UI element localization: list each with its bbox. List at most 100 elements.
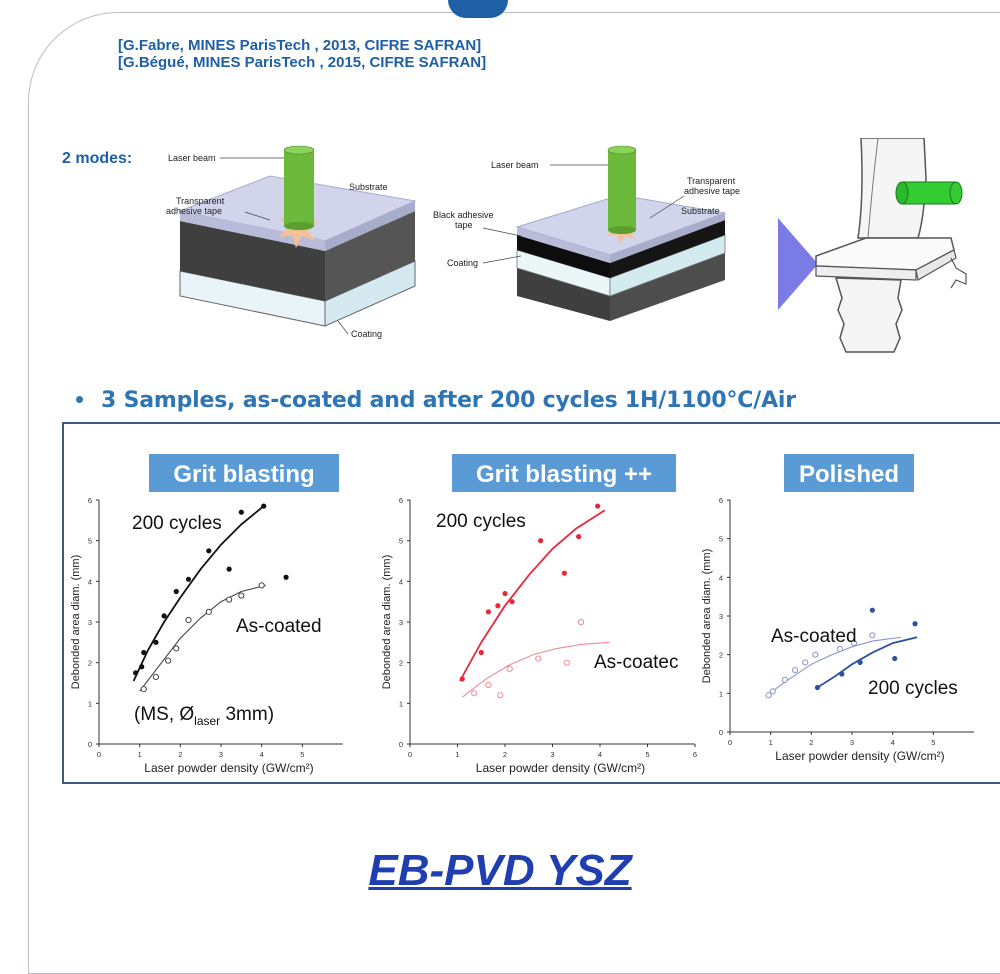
tape-front: [517, 227, 610, 263]
series-label: 200 cycles: [868, 678, 958, 699]
data-point: [283, 574, 289, 580]
data-point: [812, 651, 819, 658]
data-point: [226, 596, 233, 603]
series-fit-line: [816, 636, 918, 689]
coating-side-right: [324, 260, 416, 327]
label-black-tape-1: Black adhesive: [433, 210, 494, 220]
data-point: [261, 503, 267, 509]
x-axis-label: Laser powder density (GW/cm²): [476, 761, 645, 775]
y-axis-label: Debonded area diam. (mm): [701, 549, 713, 684]
series-fit-line: [139, 584, 266, 692]
data-point: [173, 645, 180, 652]
data-point: [185, 616, 192, 624]
chart-3: Polished 0 1 2 3 4 5 6 0 1 2 3 4 5 Laser powder densit…: [701, 454, 974, 763]
data-point: [485, 609, 491, 615]
chart-title-box: [149, 454, 339, 492]
series-label: 200 cycles: [436, 511, 526, 532]
laser-beam-top: [283, 145, 315, 155]
data-point: [139, 664, 145, 670]
x-tick-label: 5: [300, 750, 304, 759]
x-tick-label: 5: [931, 738, 935, 747]
data-point: [912, 621, 918, 627]
x-tick-label: 4: [260, 750, 264, 759]
series-fit-line: [132, 505, 265, 682]
data-point: [506, 665, 513, 672]
data-point: [459, 676, 465, 682]
data-point: [836, 645, 843, 652]
series-fit-line: [766, 636, 901, 696]
coating-right: [609, 234, 726, 297]
x-tick-label: 6: [693, 750, 697, 759]
y-tick-label: 4: [719, 573, 723, 582]
data-point: [140, 686, 147, 693]
data-point: [495, 603, 501, 609]
x-axis-label: Laser powder density (GW/cm²): [775, 749, 944, 763]
annotation-subscript: laser: [194, 714, 220, 728]
label-substrate: Substrate: [681, 206, 720, 216]
mode-2-diagram: Laser beam Transparent adhesive tape Sub…: [433, 145, 740, 321]
y-tick-label: 5: [88, 537, 92, 546]
y-tick-label: 2: [399, 659, 403, 668]
annotation-part: (MS, Ø: [134, 704, 194, 725]
y-tick-label: 4: [399, 577, 403, 586]
data-point: [595, 503, 601, 509]
y-tick-label: 0: [399, 740, 403, 749]
data-point: [133, 670, 139, 676]
substrate-right: [610, 253, 725, 321]
laser-beam-body: [284, 150, 314, 226]
y-tick-label: 3: [399, 618, 403, 627]
y-axis-label: Debonded area diam. (mm): [70, 555, 82, 690]
y-tick-label: 3: [88, 618, 92, 627]
series-label: 200 cycles: [132, 513, 222, 534]
label-coating: Coating: [351, 329, 382, 339]
series-label: As-coated: [771, 626, 857, 647]
data-point: [561, 570, 567, 576]
turbine-blade-icon: [815, 138, 967, 353]
series-fit-line: [459, 509, 606, 682]
substrate-front: [517, 268, 610, 321]
data-point: [576, 534, 582, 540]
data-point: [791, 667, 799, 674]
x-tick-label: 3: [850, 738, 854, 747]
laser-beam-body: [608, 150, 636, 230]
data-point: [238, 509, 244, 515]
label-laser-beam: Laser beam: [491, 160, 539, 170]
x-tick-label: 2: [809, 738, 813, 747]
y-tick-label: 5: [399, 537, 403, 546]
tape-right: [325, 201, 415, 251]
data-point: [502, 590, 508, 597]
x-tick-label: 1: [769, 738, 773, 747]
data-point: [577, 618, 585, 626]
data-point: [152, 673, 160, 680]
data-point: [206, 548, 212, 554]
label-transparent-tape-1: Transparent: [176, 196, 225, 206]
data-point: [892, 655, 898, 662]
series-label: As-coatec: [594, 652, 678, 673]
y-tick-label: 2: [719, 651, 723, 660]
arrow-right-icon: [778, 218, 818, 310]
footer-title: EB-PVD YSZ: [368, 846, 632, 895]
data-point: [471, 690, 478, 697]
footer: EB-PVD YSZ: [0, 846, 1000, 896]
data-point: [765, 692, 772, 699]
y-tick-label: 2: [88, 659, 92, 668]
data-point: [185, 576, 192, 582]
laser-beam-bottom: [608, 226, 636, 234]
data-point: [141, 649, 147, 656]
tape-right: [610, 213, 725, 263]
label-transparent-tape-1: Transparent: [687, 176, 736, 186]
y-tick-label: 4: [88, 577, 92, 586]
modes-label: 2 modes:: [62, 150, 133, 167]
label-coating: Coating: [447, 258, 478, 268]
data-point: [538, 538, 544, 544]
laser-beam-top: [607, 145, 637, 155]
label-black-tape-2: tape: [455, 220, 473, 230]
y-tick-label: 6: [719, 496, 723, 505]
header-tab-decoration: [448, 0, 508, 18]
data-point: [509, 599, 515, 605]
data-point: [173, 588, 179, 595]
chart-title: Grit blasting ++: [476, 461, 652, 488]
substrate-front: [180, 221, 325, 301]
x-tick-label: 0: [408, 750, 412, 759]
annotation-part: 3mm): [220, 704, 274, 725]
